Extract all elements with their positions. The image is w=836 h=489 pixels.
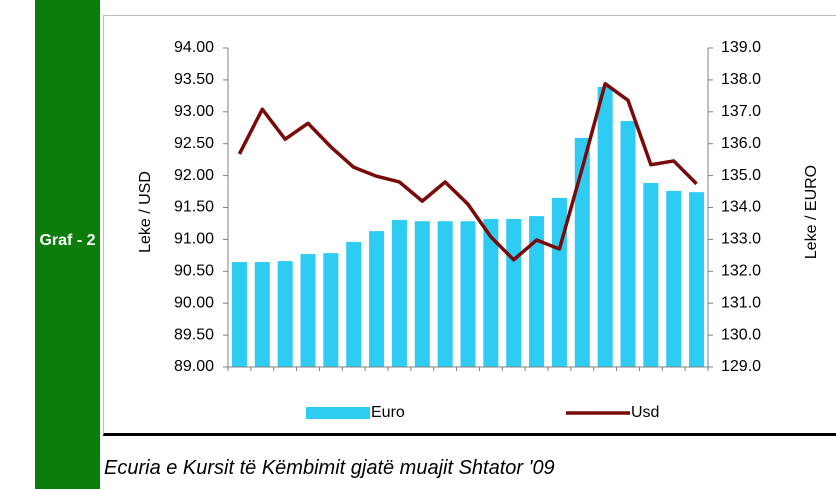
- bar: [529, 216, 545, 367]
- y-tick-label: 93.50: [174, 71, 214, 88]
- bar: [254, 262, 270, 367]
- y2-axis-label: Leke / EURO: [803, 165, 820, 259]
- bar: [369, 231, 385, 367]
- bar: [414, 221, 430, 367]
- y-tick-label: 93.00: [174, 103, 214, 120]
- bar: [346, 241, 362, 367]
- y-tick-label: 90.00: [174, 294, 214, 311]
- y-tick-label: 91.50: [174, 199, 214, 216]
- figure-label: Graf - 2: [39, 232, 96, 249]
- legend-label: Usd: [631, 404, 659, 421]
- y2-tick-label: 133.0: [721, 231, 761, 248]
- y-tick-label: 92.50: [174, 135, 214, 152]
- caption: Ecuria e Kursit të Këmbimit gjatë muajit…: [104, 457, 555, 479]
- legend-label: Euro: [371, 404, 405, 421]
- bar: [597, 86, 613, 367]
- bar: [506, 218, 522, 367]
- y2-tick-label: 131.0: [721, 294, 761, 311]
- side-bar: [35, 0, 100, 489]
- bar: [574, 137, 590, 367]
- bar: [460, 221, 476, 367]
- legend-swatch: [306, 407, 370, 419]
- bar: [277, 261, 293, 367]
- y2-tick-label: 129.0: [721, 358, 761, 375]
- bar: [391, 219, 407, 367]
- bar: [231, 262, 247, 367]
- y2-tick-label: 136.0: [721, 135, 761, 152]
- y-tick-label: 92.00: [174, 167, 214, 184]
- bar: [689, 192, 705, 367]
- y2-tick-label: 130.0: [721, 326, 761, 343]
- bar: [643, 182, 659, 367]
- y2-tick-label: 132.0: [721, 263, 761, 280]
- bar: [620, 121, 636, 368]
- y-tick-label: 91.00: [174, 231, 214, 248]
- bar: [666, 190, 682, 367]
- y2-tick-label: 137.0: [721, 103, 761, 120]
- y-axis-label: Leke / USD: [137, 171, 154, 253]
- y2-tick-label: 139.0: [721, 39, 761, 56]
- y-tick-label: 90.50: [174, 263, 214, 280]
- y2-tick-label: 134.0: [721, 199, 761, 216]
- bar: [437, 221, 453, 367]
- y2-tick-label: 135.0: [721, 167, 761, 184]
- y-tick-label: 89.00: [174, 358, 214, 375]
- bar: [551, 197, 567, 367]
- y-tick-label: 89.50: [174, 326, 214, 343]
- y-tick-label: 94.00: [174, 39, 214, 56]
- bar: [483, 218, 499, 367]
- bar: [300, 254, 316, 367]
- y2-tick-label: 138.0: [721, 71, 761, 88]
- line: [237, 81, 698, 262]
- bar: [323, 253, 339, 367]
